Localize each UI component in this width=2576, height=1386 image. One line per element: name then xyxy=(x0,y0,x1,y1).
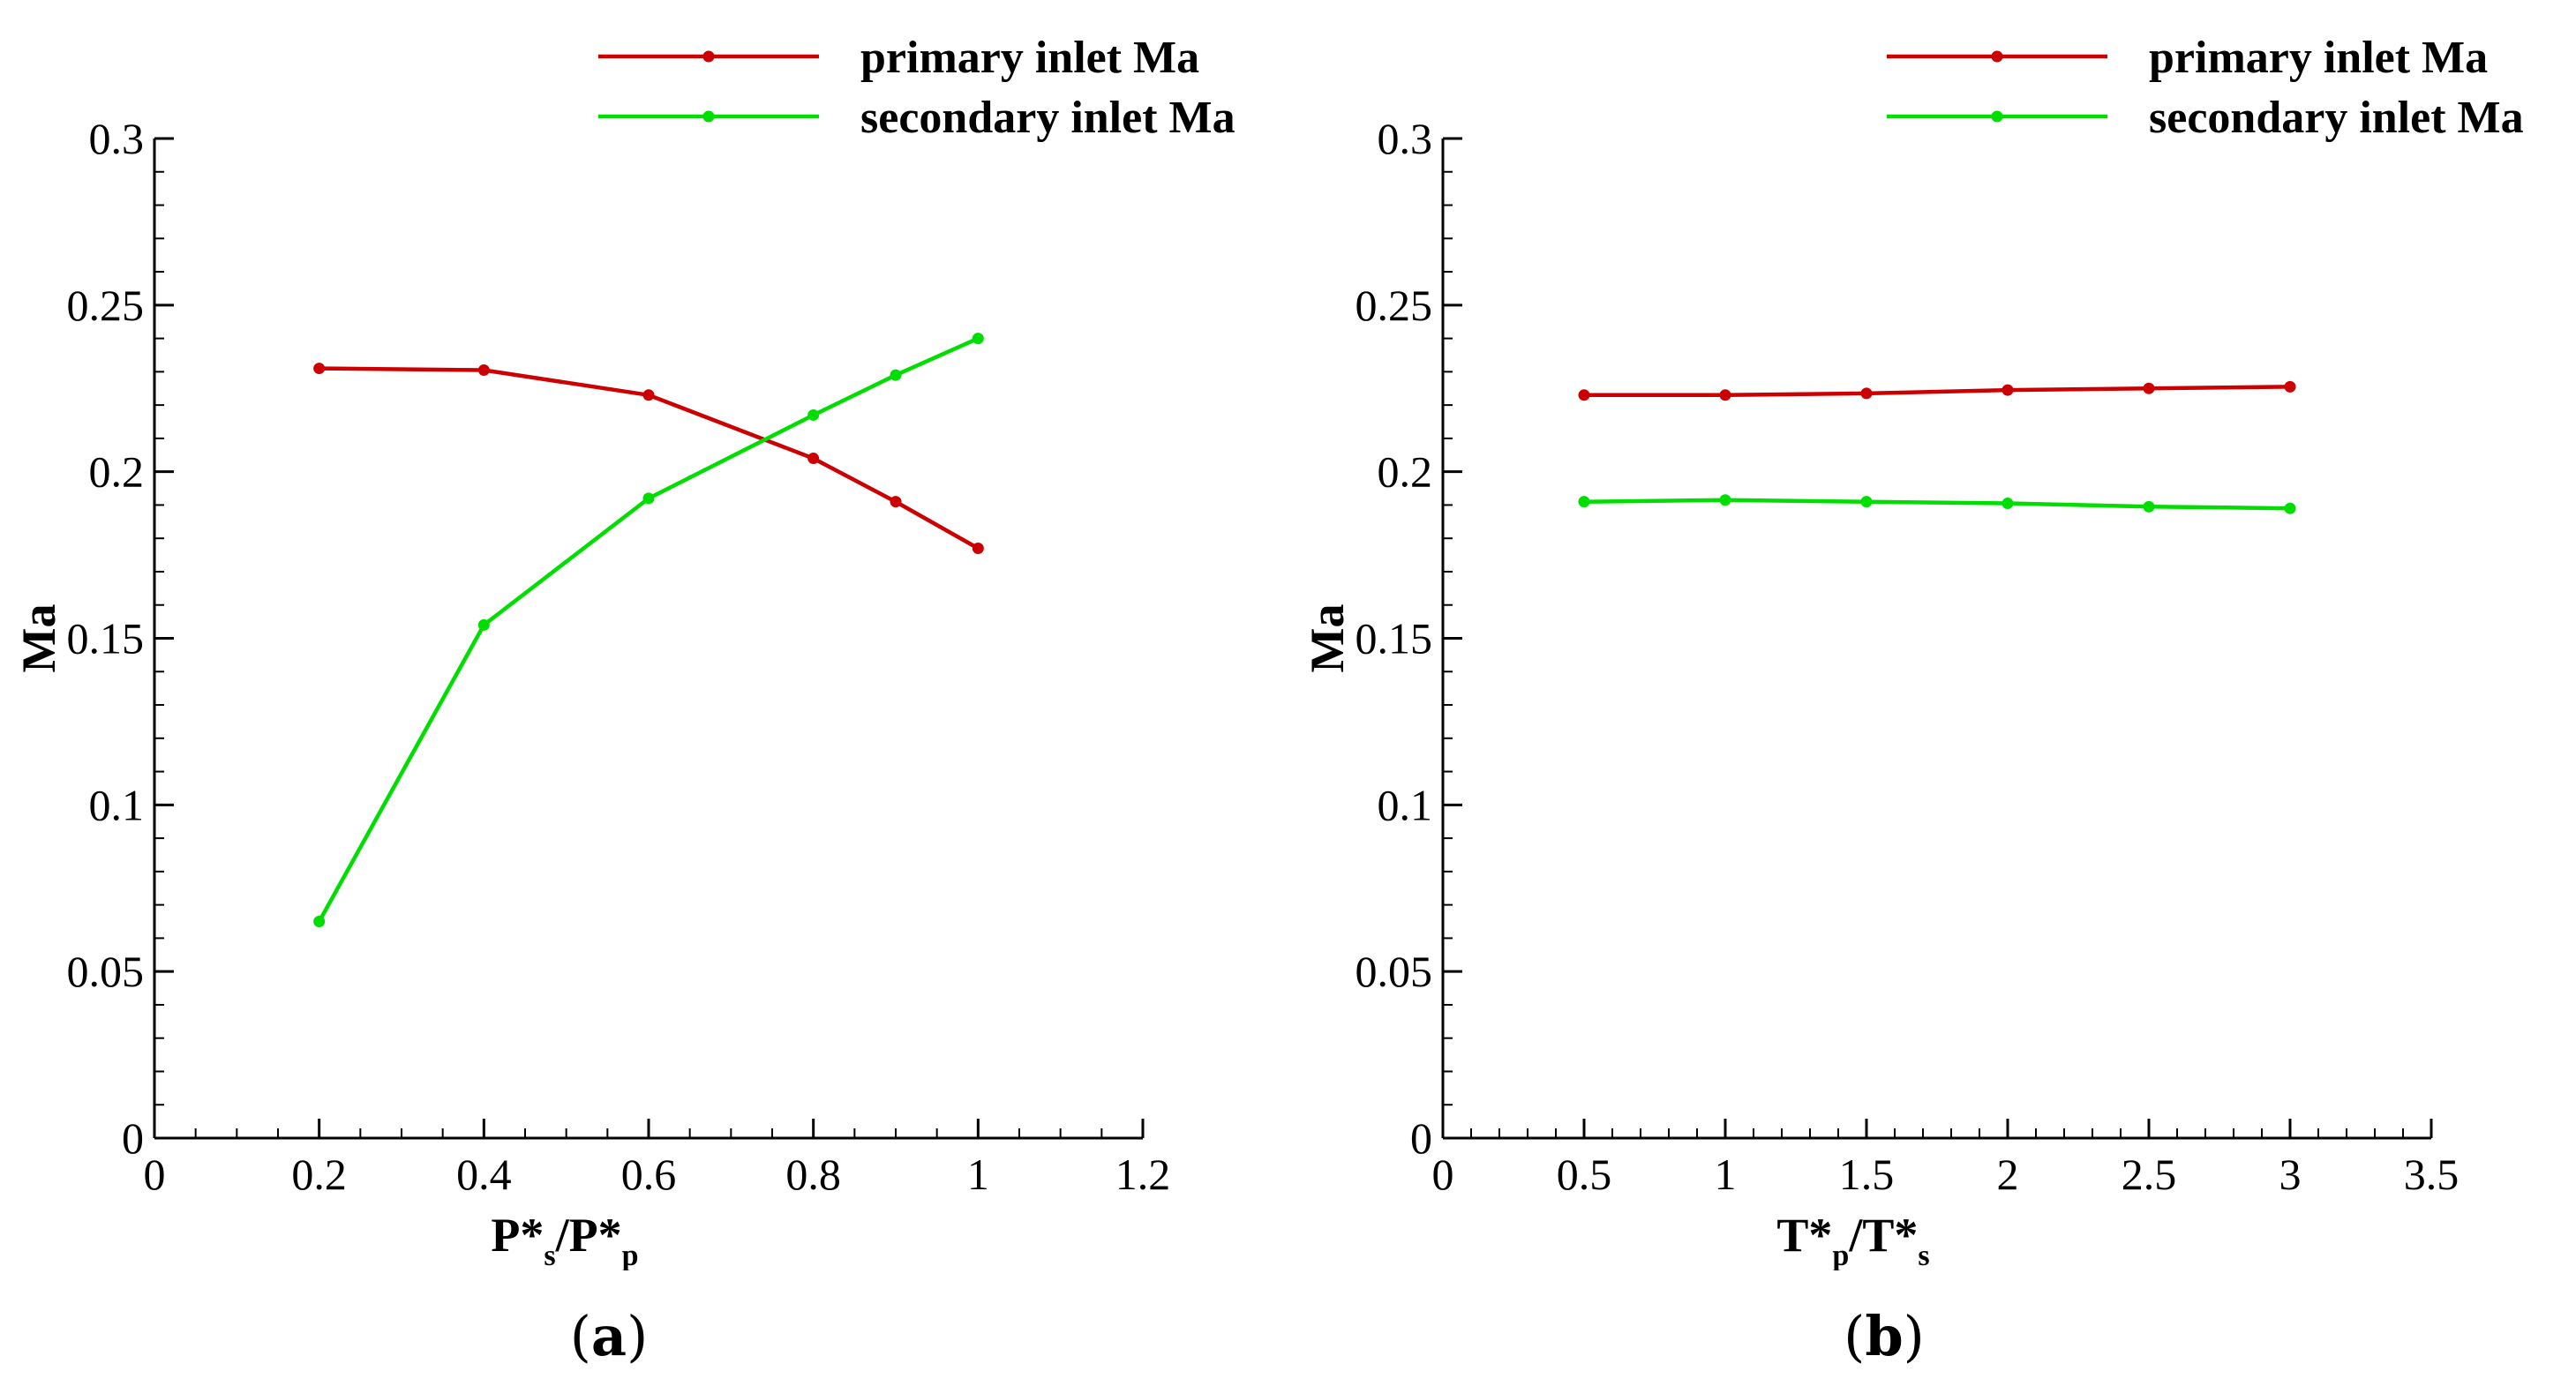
x-axis-label-subscript: p xyxy=(1832,1240,1849,1270)
x-tick-label: 2 xyxy=(1997,1150,2019,1199)
series-1-point xyxy=(2143,382,2155,394)
series-1-point xyxy=(807,453,820,465)
series-1-point xyxy=(477,363,490,376)
series-1-point xyxy=(972,543,984,555)
legend-marker-2 xyxy=(1991,110,2003,123)
series-1-point xyxy=(2284,380,2296,393)
x-tick-label: 2.5 xyxy=(2122,1150,2177,1199)
series-1-point xyxy=(1578,389,1590,401)
series-1-point xyxy=(1860,387,1873,400)
legend-label-1: primary inlet Ma xyxy=(2149,33,2488,83)
x-tick-label: 1.5 xyxy=(1839,1150,1895,1199)
series-2-point xyxy=(477,618,490,631)
x-tick-label: 0.6 xyxy=(621,1150,677,1199)
series-2-point xyxy=(890,369,902,381)
y-tick-label: 0.1 xyxy=(1378,780,1433,829)
series-2-point xyxy=(2284,502,2296,514)
x-axis-label-part: /P* xyxy=(555,1209,622,1262)
x-axis-label-subscript: s xyxy=(544,1240,555,1270)
y-tick-label: 0.25 xyxy=(1356,281,1433,330)
series-1-point xyxy=(890,496,902,508)
series-line-2 xyxy=(317,336,980,923)
caption-b-letter: b xyxy=(1865,1304,1904,1368)
chart-b: 0 0.5 1 1.5 2 2.5 3 3.5 0 0.05 0.1 0.15 0.2 0.25 0.3 Ma… xyxy=(1301,33,2524,1270)
series-line-2 xyxy=(1583,498,2291,511)
caption-b: (b) xyxy=(1844,1304,1925,1368)
x-tick-label: 1.2 xyxy=(1115,1150,1171,1199)
y-axis-label: Ma xyxy=(1301,604,1354,673)
legend-label-2: secondary inlet Ma xyxy=(2149,93,2524,143)
y-axis-label: Ma xyxy=(12,604,65,673)
x-tick-label: 0 xyxy=(1432,1150,1454,1199)
chart-a: 0 0.2 0.4 0.6 0.8 1 1.2 0 0.05 0.1 0.15 0.2 0.25 0.3 M… xyxy=(12,33,1235,1270)
y-tick-label: 0.3 xyxy=(89,114,145,163)
series-1-point xyxy=(642,389,655,401)
x-axis-label-part: P* xyxy=(491,1209,544,1262)
series-2-point xyxy=(1719,494,1731,506)
panel-b: 0 0.5 1 1.5 2 2.5 3 3.5 0 0.05 0.1 0.15 0.2 0.25 0.3 Ma… xyxy=(1288,0,2576,1386)
series-line-1 xyxy=(1584,385,2291,398)
y-tick-label: 0.2 xyxy=(89,447,145,497)
x-tick-label: 1 xyxy=(967,1150,989,1199)
series-2-point xyxy=(2001,498,2014,510)
legend-label-1: primary inlet Ma xyxy=(860,33,1199,83)
series-1-point xyxy=(1719,389,1731,401)
x-axis-label-part: /T* xyxy=(1848,1209,1918,1262)
x-tick-label: 3.5 xyxy=(2404,1150,2460,1199)
legend-marker-1 xyxy=(702,50,715,63)
x-tick-label: 1 xyxy=(1715,1150,1737,1199)
x-axis-label: T*p/T*s xyxy=(1776,1209,1929,1270)
legend-marker-2 xyxy=(702,110,715,123)
y-tick-label: 0.15 xyxy=(67,614,145,663)
caption-a: (a) xyxy=(569,1304,649,1368)
y-tick-label: 0.3 xyxy=(1378,114,1433,163)
y-tick-label: 0.05 xyxy=(1356,947,1433,996)
x-tick-label: 3 xyxy=(2279,1150,2302,1199)
series-1-point xyxy=(2001,384,2014,396)
legend-label-2: secondary inlet Ma xyxy=(860,93,1235,143)
y-tick-label: 0.25 xyxy=(67,281,145,330)
y-tick-label: 0.2 xyxy=(1378,447,1433,497)
panel-a: 0 0.2 0.4 0.6 0.8 1 1.2 0 0.05 0.1 0.15 0.2 0.25 0.3 M… xyxy=(12,33,1235,1368)
series-2-point xyxy=(972,333,984,345)
series-2-point xyxy=(1860,496,1873,508)
x-axis-label-subscript: s xyxy=(1918,1240,1929,1270)
y-tick-label: 0.05 xyxy=(67,947,145,996)
series-2-point xyxy=(807,408,820,421)
series-2-point xyxy=(642,492,655,505)
series-1-point xyxy=(313,363,326,375)
x-axis-label: P*s/P*p xyxy=(491,1209,638,1270)
x-tick-label: 0.2 xyxy=(291,1150,347,1199)
x-tick-label: 0 xyxy=(144,1150,166,1199)
y-tick-label: 0.1 xyxy=(89,780,145,829)
y-tick-label: 0 xyxy=(122,1113,144,1163)
x-tick-label: 0.4 xyxy=(456,1150,512,1199)
y-tick-label: 0 xyxy=(1410,1113,1432,1163)
x-axis-label-part: T* xyxy=(1776,1209,1832,1262)
x-tick-label: 0.5 xyxy=(1557,1150,1612,1199)
x-axis-label-subscript: p xyxy=(622,1240,639,1270)
x-tick-label: 0.8 xyxy=(785,1150,841,1199)
caption-a-letter: a xyxy=(590,1304,627,1368)
series-2-point xyxy=(1578,496,1590,508)
legend-marker-1 xyxy=(1991,50,2003,63)
series-2-point xyxy=(2143,500,2155,513)
y-tick-label: 0.15 xyxy=(1356,614,1433,663)
series-line-1 xyxy=(319,366,980,551)
series-2-point xyxy=(313,916,326,928)
